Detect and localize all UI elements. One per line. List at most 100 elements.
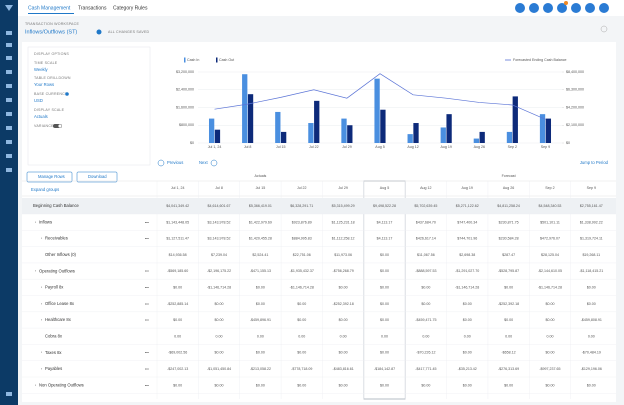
column-header: Aug 26 xyxy=(503,186,514,190)
manage-rows-button[interactable] xyxy=(26,171,73,183)
expander[interactable]: › xyxy=(35,269,37,273)
icon-button[interactable] xyxy=(529,3,539,13)
expander[interactable]: › xyxy=(41,285,43,289)
icon-button[interactable] xyxy=(599,3,609,13)
x-tick-label: Jul 22 xyxy=(309,145,319,149)
bar xyxy=(440,127,446,143)
share-icon[interactable] xyxy=(96,29,102,35)
cell: $0.00 xyxy=(215,318,224,322)
cell: $0.00 xyxy=(421,302,430,306)
nav-icon[interactable] xyxy=(6,112,12,116)
expander[interactable]: › xyxy=(41,351,43,355)
next-icon[interactable] xyxy=(210,159,218,167)
cell: -$252,392.18 xyxy=(498,302,519,306)
row-menu[interactable]: ••• xyxy=(145,285,150,289)
tab[interactable]: Cash Management xyxy=(28,5,71,11)
prev-icon[interactable] xyxy=(157,159,165,167)
cell: $0.00 xyxy=(380,285,389,289)
x-tick-label: Jul 1, 24 xyxy=(208,145,222,149)
cell: -$658.12 xyxy=(501,351,515,355)
icon-button[interactable] xyxy=(557,3,567,13)
nav-icon[interactable] xyxy=(6,98,12,102)
cell: $7,239.04 xyxy=(211,253,227,257)
cell: 0.00 xyxy=(505,334,512,338)
cell: -$69,002.56 xyxy=(168,351,187,355)
nav-icon[interactable] xyxy=(6,43,12,47)
cell: $0.00 xyxy=(545,383,554,387)
row-menu[interactable]: ••• xyxy=(145,302,150,306)
row-label[interactable]: Non Operating Outflows xyxy=(39,382,84,387)
row-menu[interactable]: ••• xyxy=(145,351,150,355)
x-tick-label: Sep 2 xyxy=(508,145,517,149)
sidebar-icons xyxy=(5,5,13,396)
nav-icon[interactable] xyxy=(6,84,12,88)
cell: $4,113.17 xyxy=(377,237,393,241)
expander[interactable]: › xyxy=(35,220,37,224)
row-label[interactable]: Operating Outflows xyxy=(39,268,75,273)
option-select[interactable]: Actuals xyxy=(34,114,48,119)
cell: -$1,146,714.28 xyxy=(207,285,231,289)
tab[interactable]: Category Rules xyxy=(113,5,148,11)
icon-button[interactable] xyxy=(515,3,525,13)
expander[interactable]: › xyxy=(41,367,43,371)
cell: $5,702,639.45 xyxy=(414,204,437,208)
bar xyxy=(374,78,380,143)
option-select[interactable]: Weekly xyxy=(34,67,49,72)
cell: 0.00 xyxy=(257,334,264,338)
expander[interactable]: › xyxy=(41,302,43,306)
tab[interactable]: Transactions xyxy=(78,5,107,11)
expand-groups[interactable]: Expand groups xyxy=(31,187,59,192)
nav-icon[interactable] xyxy=(6,126,12,130)
options-panel xyxy=(27,46,151,166)
nav-icon[interactable] xyxy=(6,56,12,60)
row-label: Beginning Cash Balance xyxy=(33,203,80,208)
option-select[interactable]: Your Rows xyxy=(34,82,54,87)
icon-button[interactable] xyxy=(585,3,595,13)
cell: 0.00 xyxy=(588,334,595,338)
cell: $4,113.17 xyxy=(377,220,393,224)
cell: $0.00 xyxy=(504,318,513,322)
icon-button[interactable] xyxy=(543,3,553,13)
cell: $2,698.38 xyxy=(459,253,475,257)
row-label[interactable]: Inflows xyxy=(39,219,52,224)
row-menu[interactable]: ••• xyxy=(145,367,150,371)
bar xyxy=(214,129,221,143)
cell: -$528,795.87 xyxy=(498,269,519,273)
info-icon[interactable] xyxy=(65,92,69,96)
option-select[interactable]: USD xyxy=(34,98,43,103)
expander[interactable]: › xyxy=(41,318,43,322)
row-menu[interactable]: ••• xyxy=(145,318,150,322)
expander[interactable]: › xyxy=(41,237,43,241)
jump-to-period[interactable]: Jump to Period xyxy=(580,160,609,165)
cell: $5,271,122.62 xyxy=(456,204,479,208)
option-label: TABLE DRILLDOWN xyxy=(34,76,71,80)
bar xyxy=(347,125,353,143)
row-menu[interactable]: ••• xyxy=(145,220,150,224)
cell: $1,112,258.12 xyxy=(332,237,355,241)
download-button[interactable] xyxy=(76,171,118,183)
cell: -$129,196.06 xyxy=(581,367,602,371)
cell: $0.00 xyxy=(587,383,596,387)
nav-icon[interactable] xyxy=(6,392,12,396)
cell: $287.47 xyxy=(502,253,515,257)
next-button[interactable]: Next xyxy=(199,160,208,165)
cell: $3,143,978.52 xyxy=(208,220,231,224)
nav-icon[interactable] xyxy=(6,154,12,158)
bar xyxy=(506,131,513,143)
row-menu[interactable]: ••• xyxy=(145,269,150,273)
row-menu[interactable]: ••• xyxy=(145,237,150,241)
help-icon[interactable] xyxy=(600,25,608,33)
nav-icon[interactable] xyxy=(6,70,12,74)
row-menu[interactable]: ••• xyxy=(145,383,150,387)
workspace-select[interactable]: Inflows/Outflows (ST) xyxy=(25,29,77,35)
prev-button[interactable]: Previous xyxy=(167,160,183,165)
cell: $0.00 xyxy=(504,285,513,289)
x-tick-label: Aug 12 xyxy=(407,145,418,149)
icon-button[interactable] xyxy=(571,3,581,13)
nav-icon[interactable] xyxy=(6,140,12,144)
expander[interactable]: › xyxy=(35,383,37,387)
row-label: Other Inflows (0) xyxy=(45,252,77,257)
nav-icon[interactable] xyxy=(6,168,12,172)
table: Actuals Forecast Jul 1, 24 Jul 8 Jul 15 Jul 2… xyxy=(22,174,616,400)
nav-icon[interactable] xyxy=(6,31,12,35)
